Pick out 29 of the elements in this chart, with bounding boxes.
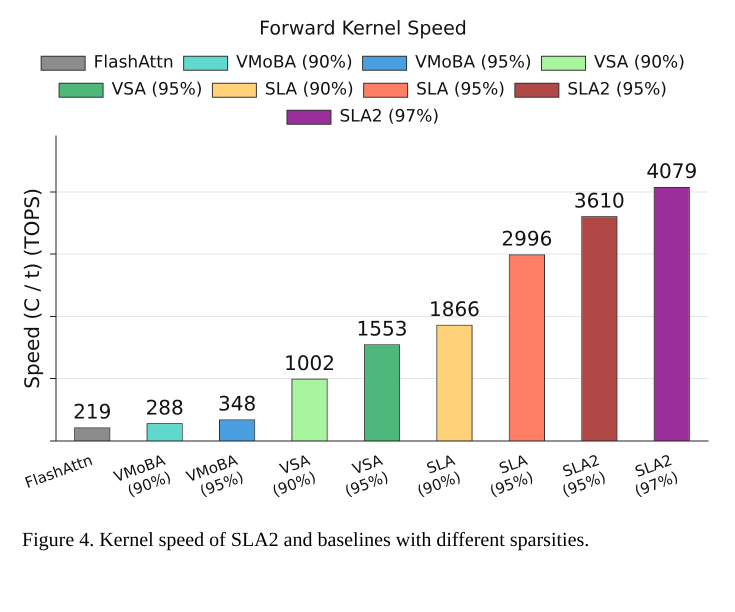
- chart-title: Forward Kernel Speed: [259, 17, 467, 40]
- legend-label: SLA (90%): [264, 80, 354, 100]
- data-label: 1866: [428, 297, 480, 321]
- legend-label: SLA2 (95%): [567, 80, 667, 100]
- x-tick-label: SLA (95%): [487, 450, 536, 500]
- x-tick-label: VMoBA (95%): [184, 450, 246, 500]
- legend-label: VSA (95%): [112, 80, 202, 100]
- x-tick-label: SLA2 (95%): [560, 450, 608, 500]
- x-tick-label: VMoBA (90%): [112, 450, 174, 500]
- data-label: 219: [73, 400, 112, 424]
- legend-label: VMoBA (95%): [415, 52, 532, 73]
- legend-label: VSA (90%): [594, 52, 685, 73]
- data-label: 1002: [284, 350, 336, 375]
- legend-label: FlashAttn: [94, 52, 174, 73]
- legend-label: SLA (95%): [416, 80, 505, 100]
- x-tick-label: SLA2 (97%): [632, 450, 681, 500]
- data-label: 3610: [574, 188, 625, 212]
- caption: Figure 4. Kernel speed of SLA2 and baselines with different sparsities.: [21, 528, 590, 553]
- y-axis-title: Speed (C / t) (TOPS): [20, 188, 44, 389]
- legend-label: SLA2 (97%): [339, 106, 440, 127]
- data-label: 4079: [646, 159, 698, 184]
- x-tick-label: SLA (90%): [414, 450, 464, 500]
- data-label: 288: [146, 395, 184, 420]
- legend-label: VMoBA (90%): [236, 52, 353, 73]
- data-label: 348: [218, 392, 256, 416]
- data-label: 1553: [356, 316, 408, 340]
- data-label: 2996: [501, 226, 552, 251]
- x-tick-label: VSA (95%): [342, 450, 391, 500]
- x-tick-label: VSA (90%): [270, 450, 318, 500]
